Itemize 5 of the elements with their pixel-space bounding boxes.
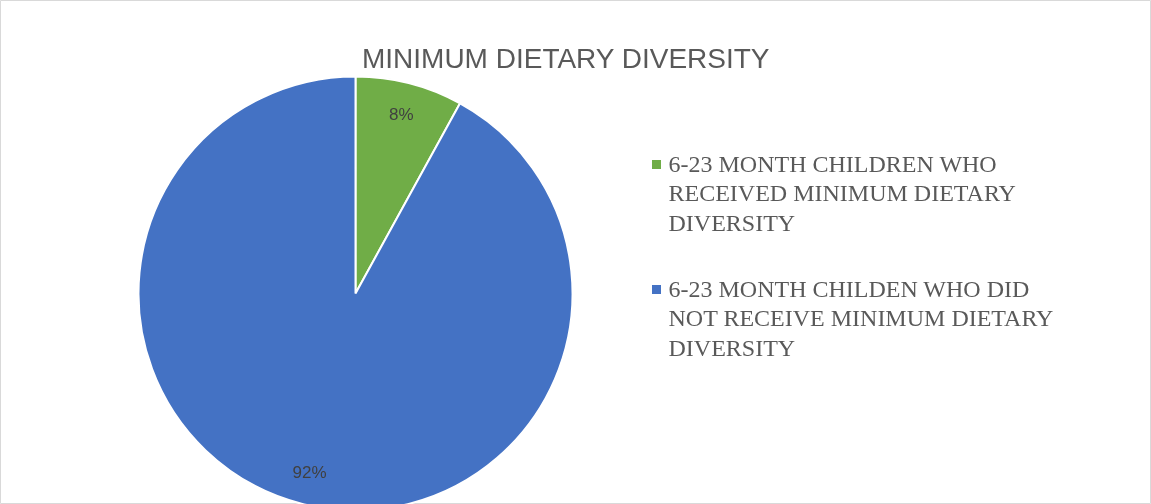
legend-label: 6-23 MONTH CHILDREN WHO RECEIVED MINIMUM DIETARY DIVERSITY <box>668 150 1016 237</box>
data-label: 92% <box>292 462 327 482</box>
chart-title: MINIMUM DIETARY DIVERSITY <box>361 43 770 74</box>
data-label: 8% <box>389 105 414 125</box>
legend-label: 6-23 MONTH CHILDEN WHO DID NOT RECEIVE MINIMUM DIETARY DIVERSITY <box>668 275 1054 362</box>
